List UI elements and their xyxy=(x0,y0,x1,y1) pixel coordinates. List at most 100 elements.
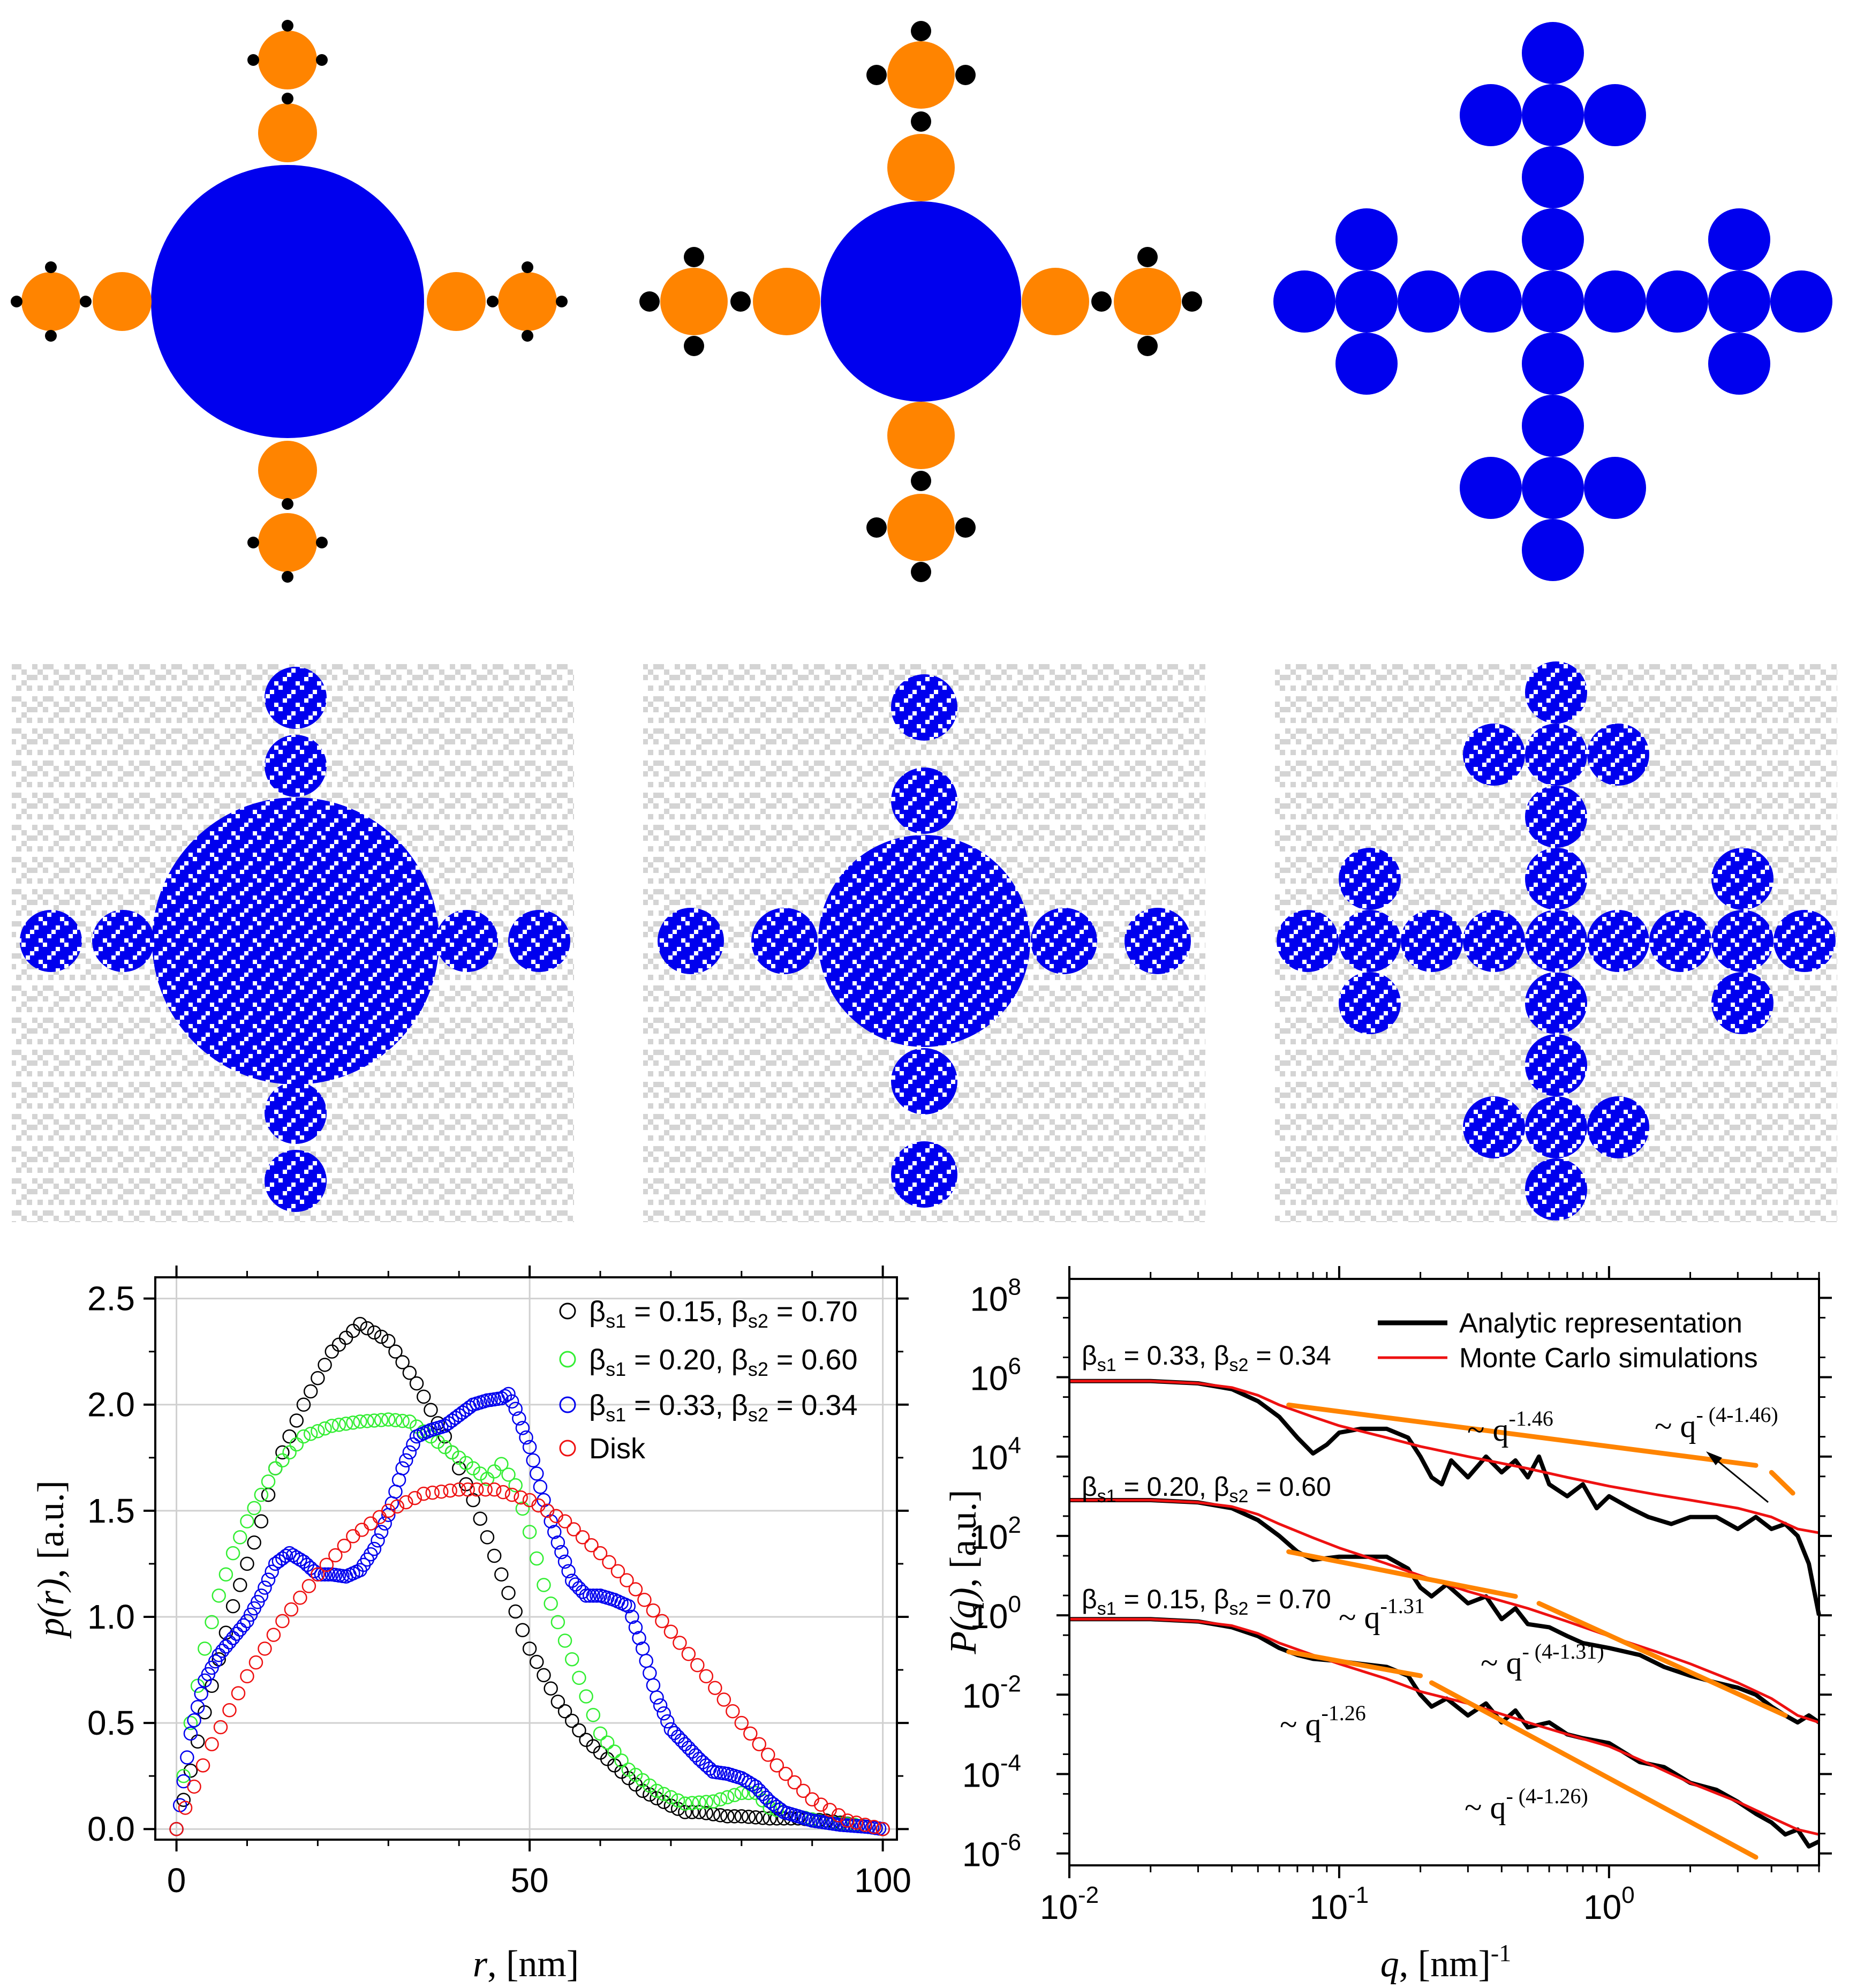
pr-point xyxy=(537,1668,551,1683)
pr-point xyxy=(258,1641,272,1656)
pr-point xyxy=(557,1514,572,1528)
pr-point xyxy=(254,1588,269,1603)
pr-point xyxy=(402,1445,417,1460)
pr-legend: βs1 = 0.15, βs2 = 0.70 βs1 = 0.20, βs2 =… xyxy=(559,1296,857,1465)
pr-point xyxy=(840,1813,855,1828)
pr-point xyxy=(289,1437,304,1452)
pr-series-blue xyxy=(169,1387,890,1836)
pr-point xyxy=(727,1788,742,1803)
pq-ytick-label: 10-4 xyxy=(962,1750,1021,1795)
pr-point xyxy=(678,1805,692,1819)
pr-point xyxy=(752,1737,767,1751)
pr-point xyxy=(501,1387,516,1402)
pr-point xyxy=(741,1810,756,1824)
pr-point xyxy=(600,1735,615,1750)
pr-point xyxy=(195,1758,210,1773)
pr-point xyxy=(367,1413,382,1428)
pr-point xyxy=(289,1413,304,1428)
pr-point xyxy=(681,1647,696,1661)
pr-point xyxy=(416,1486,431,1501)
pr-point xyxy=(514,1490,528,1505)
pr-point xyxy=(178,1801,193,1815)
pr-point xyxy=(331,1337,346,1352)
pr-point xyxy=(240,1669,254,1684)
pr-point xyxy=(692,1805,706,1819)
pr-point xyxy=(441,1416,456,1430)
pr-point xyxy=(748,1810,763,1825)
pr-point xyxy=(218,1639,233,1654)
pr-point xyxy=(575,1585,590,1599)
pr-legend-label-1: βs1 = 0.20, βs2 = 0.60 xyxy=(589,1344,857,1380)
pq-series-line xyxy=(1069,1380,1820,1534)
pr-point xyxy=(198,1641,212,1656)
pr-point xyxy=(756,1787,770,1802)
pr-point xyxy=(690,1658,705,1673)
pr-ytick-label: 2.5 xyxy=(87,1279,135,1318)
pr-point xyxy=(593,1726,608,1741)
pr-point xyxy=(526,1453,540,1467)
pr-point xyxy=(796,1783,811,1798)
pr-point xyxy=(478,1482,493,1497)
pr-point xyxy=(399,1495,413,1510)
pr-point xyxy=(381,1503,396,1518)
pr-point xyxy=(275,1614,290,1629)
pr-point xyxy=(190,1678,205,1693)
pr-point xyxy=(198,1705,212,1720)
pq-legend: Analytic representation Monte Carlo simu… xyxy=(1378,1308,1758,1374)
pr-point xyxy=(699,1806,714,1820)
pr-point xyxy=(321,1567,336,1582)
pr-point xyxy=(494,1457,509,1471)
pr-point xyxy=(225,1546,240,1561)
pr-point xyxy=(663,1798,678,1813)
pr-point xyxy=(236,1618,251,1633)
pq-series-line xyxy=(1069,1617,1820,1836)
pq-series-line xyxy=(1069,1379,1821,1616)
pr-point xyxy=(708,1681,722,1695)
pr-point xyxy=(431,1434,445,1449)
pr-point xyxy=(643,1778,657,1793)
pr-point xyxy=(660,1714,675,1729)
pr-point xyxy=(674,1733,689,1748)
pq-legend-label-0: Analytic representation xyxy=(1459,1308,1742,1339)
pr-xtick-label: 50 xyxy=(511,1861,549,1900)
pr-point xyxy=(530,1466,544,1481)
pr-point xyxy=(311,1567,325,1582)
pr-point xyxy=(504,1394,519,1409)
pq-slope-label-5: ~ q- (4-1.26) xyxy=(1465,1784,1588,1825)
pr-point xyxy=(261,1572,276,1587)
pr-point xyxy=(497,1389,512,1404)
pr-point xyxy=(833,1818,848,1832)
pr-point xyxy=(318,1567,332,1582)
pr-point xyxy=(301,1579,316,1593)
simulation-left xyxy=(12,660,574,1222)
pr-point xyxy=(469,1482,484,1497)
pr-legend-label-3: Disk xyxy=(589,1433,646,1465)
pr-point xyxy=(635,1773,650,1788)
pr-xlabel: r, [nm] xyxy=(473,1944,579,1985)
pr-point xyxy=(371,1533,385,1548)
pr-point xyxy=(688,1748,703,1763)
pr-point xyxy=(424,1429,438,1444)
pr-point xyxy=(692,1795,706,1810)
pr-point xyxy=(233,1530,247,1545)
pr-point xyxy=(876,1821,890,1836)
pr-point xyxy=(685,1796,699,1810)
pr-point xyxy=(726,1704,740,1719)
pr-point xyxy=(522,1440,537,1455)
pr-point xyxy=(530,1654,544,1669)
pr-point xyxy=(289,1550,304,1565)
pr-point xyxy=(610,1564,625,1579)
pr-point xyxy=(212,1648,226,1662)
pr-point xyxy=(205,1615,219,1630)
pr-point xyxy=(466,1461,480,1475)
pq-xlabel: q, [nm]-1 xyxy=(1380,1939,1511,1985)
pr-point xyxy=(637,1593,652,1607)
pr-point xyxy=(480,1530,495,1545)
pr-point xyxy=(564,1713,579,1728)
pr-point xyxy=(205,1737,219,1751)
pr-point xyxy=(779,1766,793,1781)
pr-point xyxy=(743,1726,758,1741)
pq-legend-label-1: Monte Carlo simulations xyxy=(1459,1343,1758,1374)
pr-point xyxy=(522,1525,537,1539)
